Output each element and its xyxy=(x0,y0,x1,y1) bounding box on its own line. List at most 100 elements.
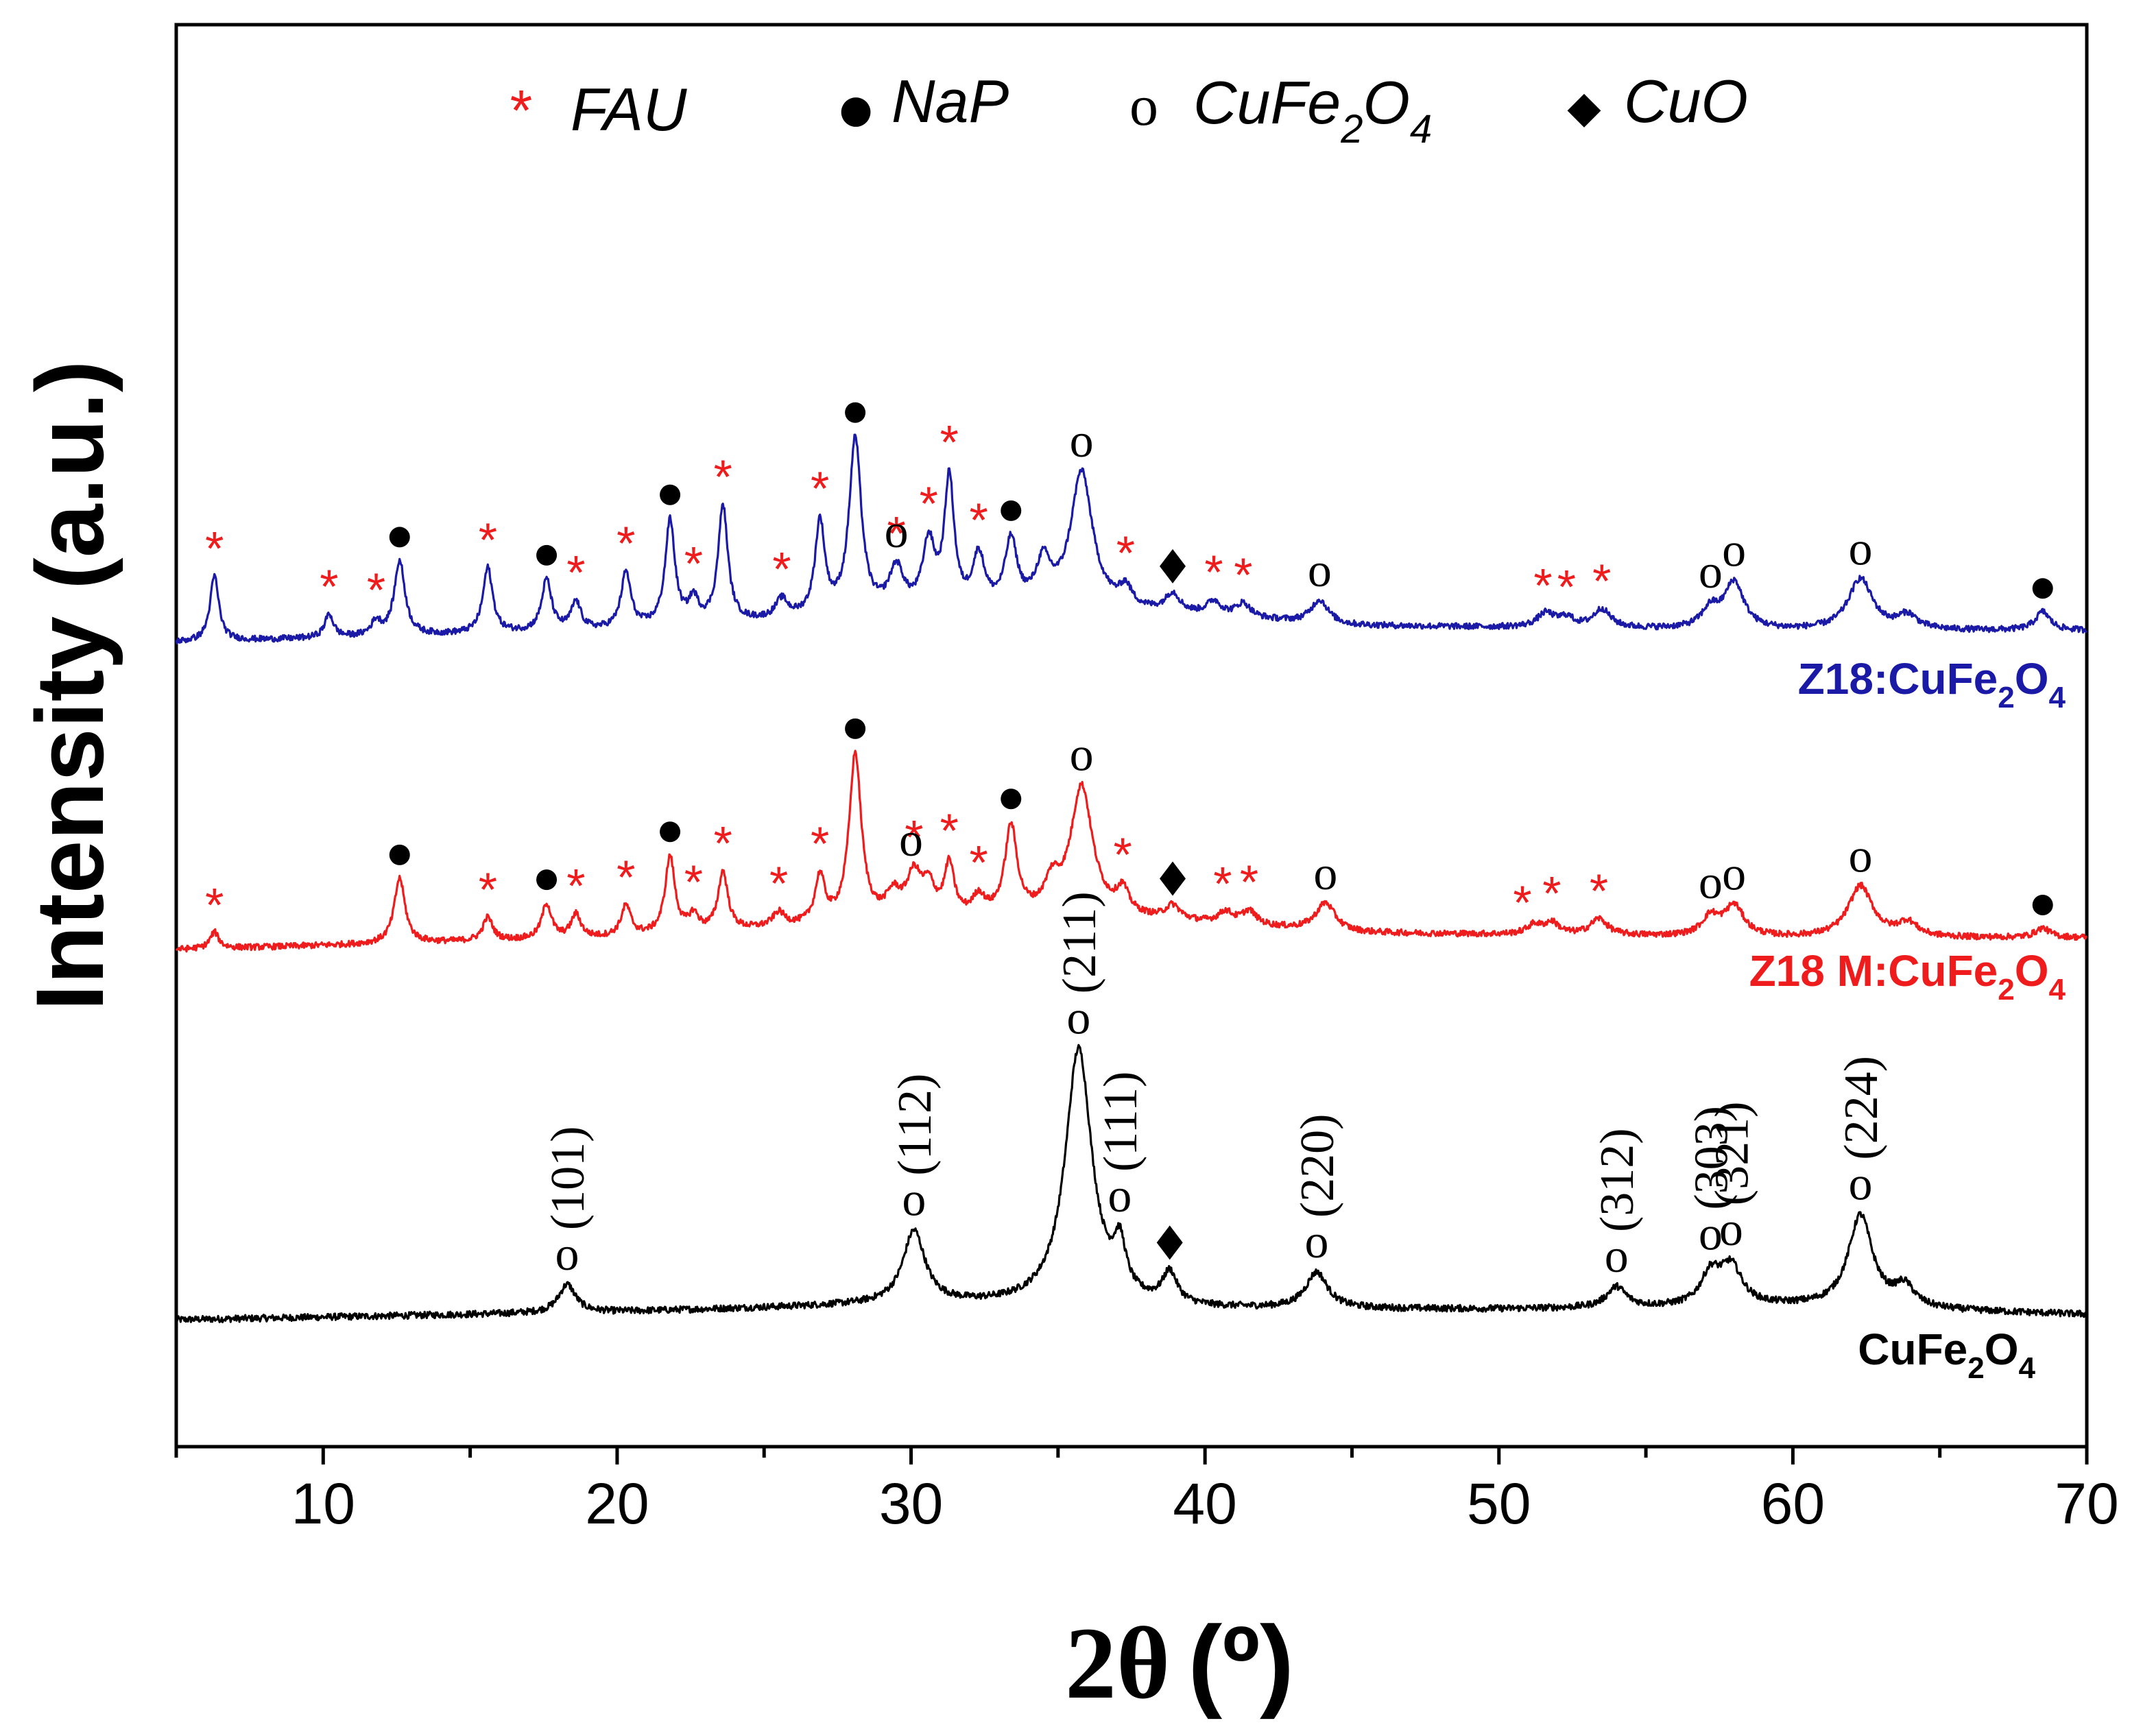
cufe2o4-marker: o xyxy=(1313,847,1337,900)
cufe2o4-marker-hkl: o(101) xyxy=(542,1126,595,1281)
fau-marker: * xyxy=(1533,559,1552,612)
series-label-cufe2o4-sub2: 4 xyxy=(2019,1351,2036,1385)
fau-marker: * xyxy=(1234,548,1252,601)
cufe2o4-marker: o xyxy=(555,1228,579,1281)
traces xyxy=(175,433,2088,1323)
legend-nap-label: NaP xyxy=(891,67,1009,135)
x-axis-title-unit: (º) xyxy=(1188,1604,1294,1720)
x-tick-label: 70 xyxy=(2055,1471,2118,1536)
fau-marker: * xyxy=(887,507,905,560)
fau-marker: * xyxy=(1542,867,1561,920)
fau-marker: * xyxy=(714,817,732,870)
cufe2o4-marker: o xyxy=(1722,525,1746,577)
legend-cufe2o4-main: CuFe xyxy=(1193,69,1341,136)
cufe2o4-marker-hkl: o(111) xyxy=(1094,1072,1147,1222)
fau-marker: * xyxy=(940,804,959,858)
peak-markers: o(101) o(112)o(211)o(111)o(220)o(312)o(30… xyxy=(205,402,2053,1283)
y-axis-title: Intensity (a.u.) xyxy=(16,361,123,1011)
cufe2o4-marker: o xyxy=(1308,544,1332,597)
legend-nap-symbol: ● xyxy=(839,87,873,132)
series-label-z18m-sub1: 2 xyxy=(1998,973,2014,1006)
series-line-0 xyxy=(175,1044,2088,1323)
cufe2o4-marker: o xyxy=(1066,991,1090,1044)
x-tick-label: 40 xyxy=(1173,1471,1236,1536)
series-label-z18m-mid: O xyxy=(2015,946,2049,996)
cufe2o4-marker: o xyxy=(1848,830,1872,883)
series-label-z18m-sub2: 4 xyxy=(2049,973,2066,1006)
fau-marker: * xyxy=(684,856,703,909)
plot-frame xyxy=(174,23,2089,1449)
fau-marker: * xyxy=(920,477,938,531)
x-axis-title: 2θ (º) xyxy=(1065,1604,1294,1720)
fau-marker: * xyxy=(205,878,224,932)
fau-marker: * xyxy=(1204,546,1223,599)
fau-marker: * xyxy=(617,516,635,570)
fau-marker: * xyxy=(905,810,923,864)
cuo-marker xyxy=(1160,861,1186,896)
series-line-1 xyxy=(175,749,2088,953)
series-label-cufe2o4-mid: O xyxy=(1985,1325,2019,1374)
legend-fau-label: FAU xyxy=(571,75,687,143)
fau-marker: * xyxy=(1590,865,1608,918)
fau-marker: * xyxy=(566,546,585,599)
cufe2o4-marker: o xyxy=(1699,546,1723,599)
hkl-label: (211) xyxy=(1053,891,1106,993)
nap-marker xyxy=(1001,500,1022,521)
series-label-z18-mid: O xyxy=(2015,654,2049,703)
x-axis-title-symbol: 2θ xyxy=(1065,1606,1170,1720)
legend-cufe2o4-mid: O xyxy=(1363,69,1409,136)
fau-marker: * xyxy=(1213,857,1232,911)
series-label-z18m-main: Z18 M:CuFe xyxy=(1749,946,1998,996)
fau-marker: * xyxy=(811,462,829,516)
cufe2o4-marker: o xyxy=(1070,729,1094,782)
cufe2o4-marker: o xyxy=(1848,1158,1872,1211)
nap-marker xyxy=(536,869,558,891)
nap-marker xyxy=(845,402,866,423)
cufe2o4-marker-hkl: o(220) xyxy=(1291,1114,1344,1269)
hkl-label: (224) xyxy=(1835,1056,1888,1160)
cufe2o4-marker-hkl: o(211) xyxy=(1053,891,1106,1044)
cufe2o4-marker: o xyxy=(1070,415,1094,468)
cufe2o4-marker: o xyxy=(1722,847,1746,900)
hkl-label: (112) xyxy=(889,1074,942,1176)
cufe2o4-marker-hkl: o(312) xyxy=(1591,1128,1644,1283)
cufe2o4-marker: o xyxy=(1699,856,1723,909)
x-tick-label: 30 xyxy=(879,1471,943,1536)
fau-marker: * xyxy=(367,563,385,616)
series-label-cufe2o4-sub1: 2 xyxy=(1967,1351,1984,1385)
cufe2o4-marker: o xyxy=(1305,1216,1329,1268)
fau-marker: * xyxy=(205,522,224,575)
cufe2o4-marker-hkl: o(321) xyxy=(1706,1102,1758,1257)
legend-cuo-symbol: ◆ xyxy=(1567,82,1601,133)
legend-cufe2o4-label: CuFe2O4 xyxy=(1193,69,1432,152)
cufe2o4-marker-hkl: o(224) xyxy=(1835,1056,1888,1211)
fau-marker: * xyxy=(479,863,497,917)
hkl-label: (303) xyxy=(1685,1106,1738,1210)
cufe2o4-marker-hkl: o(303) xyxy=(1685,1106,1738,1261)
fau-marker: * xyxy=(772,542,791,596)
fau-marker: * xyxy=(684,537,703,590)
legend-cuo-label: CuO xyxy=(1624,67,1748,135)
cufe2o4-marker-hkl: o(112) xyxy=(889,1074,942,1227)
legend-cufe2o4-sub2: 4 xyxy=(1410,107,1432,152)
cufe2o4-marker: o xyxy=(1848,522,1872,575)
hkl-label: (321) xyxy=(1706,1102,1758,1206)
series-line-2 xyxy=(175,433,2087,644)
fau-marker: * xyxy=(1592,554,1611,607)
series-label-z18m: Z18 M:CuFe2O4 xyxy=(1749,946,2066,1006)
series-label-cufe2o4-main: CuFe xyxy=(1858,1325,1967,1374)
cufe2o4-marker: o xyxy=(885,505,909,558)
cuo-marker xyxy=(1156,1225,1183,1260)
legend-cufe2o4-symbol: o xyxy=(1129,74,1158,138)
fau-marker: * xyxy=(714,450,732,503)
hkl-label: (101) xyxy=(542,1126,595,1231)
nap-marker xyxy=(660,484,681,505)
fau-marker: * xyxy=(617,850,635,904)
cufe2o4-marker: o xyxy=(1108,1170,1132,1222)
fau-marker: * xyxy=(479,514,497,567)
cuo-marker xyxy=(1160,548,1186,583)
fau-marker: * xyxy=(1240,856,1258,909)
cufe2o4-marker: o xyxy=(902,1174,926,1227)
fau-marker: * xyxy=(1557,560,1576,614)
